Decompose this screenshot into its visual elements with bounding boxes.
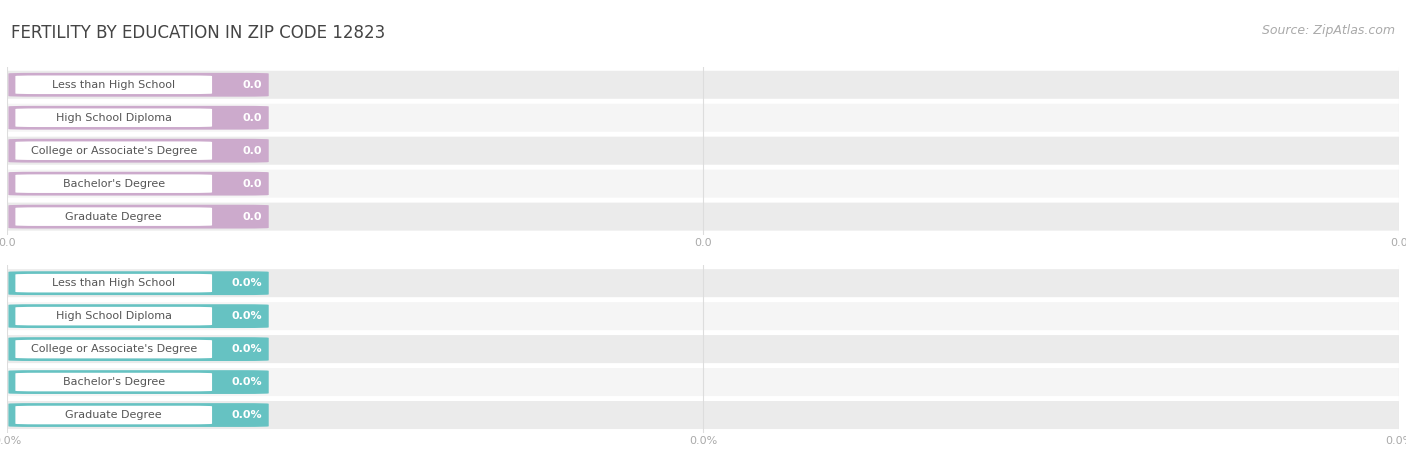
FancyBboxPatch shape [15,76,212,94]
FancyBboxPatch shape [7,137,1399,165]
FancyBboxPatch shape [8,106,269,129]
Text: Graduate Degree: Graduate Degree [66,410,162,420]
Text: Less than High School: Less than High School [52,80,176,90]
Text: College or Associate's Degree: College or Associate's Degree [31,344,197,354]
FancyBboxPatch shape [15,274,212,292]
FancyBboxPatch shape [8,403,269,427]
FancyBboxPatch shape [15,208,212,226]
Text: 0.0%: 0.0% [231,344,262,354]
Text: 0.0%: 0.0% [231,278,262,288]
FancyBboxPatch shape [7,104,1399,132]
FancyBboxPatch shape [8,337,269,361]
FancyBboxPatch shape [8,172,269,196]
FancyBboxPatch shape [15,373,212,391]
FancyBboxPatch shape [7,269,1399,297]
Text: 0.0: 0.0 [242,212,262,222]
FancyBboxPatch shape [15,174,212,193]
Text: High School Diploma: High School Diploma [56,311,172,321]
FancyBboxPatch shape [15,109,212,127]
Text: Less than High School: Less than High School [52,278,176,288]
FancyBboxPatch shape [7,71,1399,99]
FancyBboxPatch shape [7,368,1399,396]
FancyBboxPatch shape [15,406,212,424]
Text: Source: ZipAtlas.com: Source: ZipAtlas.com [1261,24,1395,37]
FancyBboxPatch shape [8,205,269,228]
FancyBboxPatch shape [8,370,269,394]
FancyBboxPatch shape [7,335,1399,363]
Text: High School Diploma: High School Diploma [56,113,172,123]
FancyBboxPatch shape [7,401,1399,429]
Text: 0.0: 0.0 [242,146,262,156]
Text: Bachelor's Degree: Bachelor's Degree [63,178,165,188]
FancyBboxPatch shape [8,271,269,295]
FancyBboxPatch shape [15,307,212,326]
FancyBboxPatch shape [8,304,269,328]
Text: 0.0%: 0.0% [231,410,262,420]
Text: 0.0%: 0.0% [231,377,262,387]
Text: 0.0: 0.0 [242,178,262,188]
FancyBboxPatch shape [8,139,269,163]
FancyBboxPatch shape [7,203,1399,231]
Text: FERTILITY BY EDUCATION IN ZIP CODE 12823: FERTILITY BY EDUCATION IN ZIP CODE 12823 [11,24,385,42]
Text: 0.0: 0.0 [242,113,262,123]
Text: Bachelor's Degree: Bachelor's Degree [63,377,165,387]
FancyBboxPatch shape [7,302,1399,330]
FancyBboxPatch shape [7,169,1399,198]
Text: Graduate Degree: Graduate Degree [66,212,162,222]
Text: College or Associate's Degree: College or Associate's Degree [31,146,197,156]
FancyBboxPatch shape [8,73,269,97]
FancyBboxPatch shape [15,141,212,160]
Text: 0.0%: 0.0% [231,311,262,321]
Text: 0.0: 0.0 [242,80,262,90]
FancyBboxPatch shape [15,340,212,358]
